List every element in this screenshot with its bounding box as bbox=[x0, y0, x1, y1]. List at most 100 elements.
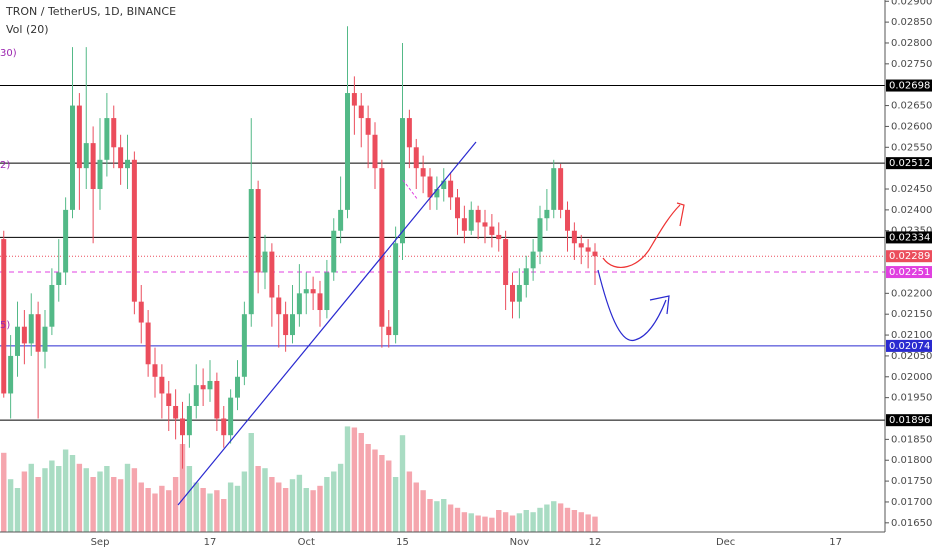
y-tick-label: 0.01800 bbox=[891, 455, 932, 466]
y-tick-label: 0.02050 bbox=[891, 351, 932, 362]
volume-bar bbox=[234, 485, 241, 532]
volume-bar bbox=[310, 490, 316, 532]
volume-bar bbox=[145, 488, 151, 532]
volume-bar bbox=[200, 488, 206, 532]
volume-bar bbox=[97, 471, 103, 532]
candle-body bbox=[290, 314, 295, 336]
edge-label: 5) bbox=[0, 320, 10, 331]
volume-bar bbox=[7, 479, 14, 532]
candle-body bbox=[468, 209, 474, 231]
volume-bar bbox=[289, 479, 296, 532]
trend-line bbox=[177, 141, 477, 506]
volume-bar bbox=[530, 512, 536, 532]
volume-bar bbox=[117, 479, 124, 532]
volume-bar bbox=[557, 503, 564, 532]
candle-body bbox=[516, 284, 522, 302]
volume-bar bbox=[152, 493, 158, 532]
volume-bar bbox=[365, 444, 371, 532]
candle-body bbox=[365, 118, 371, 135]
volume-bar bbox=[578, 512, 584, 532]
candle-body bbox=[159, 376, 165, 394]
level-label-bg bbox=[886, 266, 932, 279]
candle-body bbox=[97, 159, 103, 190]
candle-body bbox=[489, 226, 495, 235]
candle-body bbox=[138, 301, 144, 323]
volume-bar bbox=[14, 488, 21, 532]
x-tick-label: Nov bbox=[510, 537, 530, 548]
level-label-bg bbox=[886, 250, 932, 263]
volume-pane bbox=[1, 426, 598, 532]
candle-body bbox=[393, 243, 399, 336]
candle-body bbox=[461, 218, 467, 231]
volume-bar bbox=[166, 490, 172, 532]
candle-body bbox=[269, 251, 275, 298]
candle-body bbox=[523, 268, 529, 285]
x-tick-label: Oct bbox=[298, 537, 315, 548]
y-tick-label: 0.02900 bbox=[891, 0, 932, 7]
level-label: 0.02512 bbox=[889, 158, 930, 169]
candle-body bbox=[49, 284, 55, 327]
volume-bar bbox=[193, 482, 199, 532]
candle-body bbox=[173, 405, 179, 419]
volume-bar bbox=[131, 468, 138, 532]
volume-bar bbox=[111, 477, 117, 532]
candle-body bbox=[76, 105, 82, 169]
candle-body bbox=[427, 176, 433, 198]
volume-bar bbox=[186, 466, 193, 532]
chart-title: TRON / TetherUS, 1D, BINANCE bbox=[5, 5, 176, 18]
candle-body bbox=[455, 197, 460, 219]
candle-body bbox=[317, 293, 323, 311]
y-tick-label: 0.02650 bbox=[891, 101, 932, 112]
volume-bar bbox=[413, 482, 419, 532]
volume-bar bbox=[344, 426, 351, 532]
y-tick-label: 0.02450 bbox=[891, 184, 932, 195]
candle-body bbox=[372, 134, 378, 169]
candle-body bbox=[475, 209, 481, 223]
volume-bar bbox=[592, 516, 598, 532]
candle-body bbox=[578, 243, 584, 248]
candle-body bbox=[379, 168, 385, 327]
volume-bar bbox=[207, 493, 213, 532]
candle-body bbox=[111, 118, 117, 148]
candle-body bbox=[283, 314, 289, 336]
red-arrow bbox=[602, 204, 681, 268]
volume-bar bbox=[441, 499, 447, 532]
y-tick-label: 0.01850 bbox=[891, 434, 932, 445]
candle-body bbox=[351, 93, 357, 106]
level-label: 0.01896 bbox=[889, 415, 930, 426]
candle-body bbox=[571, 230, 577, 244]
candle-body bbox=[248, 189, 254, 315]
x-tick-label: 17 bbox=[829, 537, 842, 548]
y-tick-label: 0.02850 bbox=[891, 17, 932, 28]
candle-body bbox=[35, 314, 41, 352]
candle-body bbox=[56, 272, 62, 285]
y-tick-label: 0.02550 bbox=[891, 142, 932, 153]
volume-bar bbox=[427, 499, 433, 532]
volume-bar bbox=[537, 507, 543, 532]
y-tick-label: 0.02100 bbox=[891, 330, 932, 341]
candle-body bbox=[63, 209, 69, 273]
indicator-label: Vol (20) bbox=[6, 23, 49, 36]
edge-label: 2) bbox=[0, 160, 10, 171]
candle-body bbox=[255, 189, 261, 273]
candle-body bbox=[530, 251, 536, 269]
x-tick-label: 12 bbox=[589, 537, 602, 548]
volume-bar bbox=[399, 435, 406, 532]
x-tick-label: Dec bbox=[716, 537, 735, 548]
candle-body bbox=[262, 251, 268, 273]
volume-bar bbox=[509, 515, 516, 532]
y-tick-label: 0.02400 bbox=[891, 205, 932, 216]
candle-body bbox=[448, 180, 454, 198]
candle-body bbox=[193, 385, 199, 406]
volume-bar bbox=[282, 488, 289, 532]
volume-bar bbox=[496, 510, 502, 532]
candle-body bbox=[496, 234, 502, 240]
candle-body bbox=[338, 209, 344, 231]
candle-body bbox=[214, 380, 220, 419]
level-label: 0.02289 bbox=[889, 251, 930, 262]
volume-bar bbox=[358, 433, 364, 532]
candle-body bbox=[420, 168, 426, 177]
candle-body bbox=[207, 380, 213, 390]
